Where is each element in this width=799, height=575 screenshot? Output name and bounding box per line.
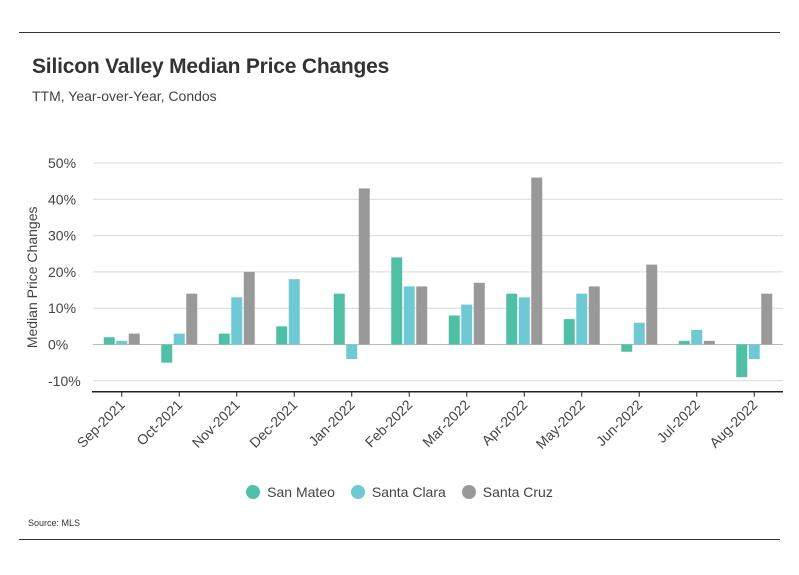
x-tick-label: Aug-2022	[706, 396, 760, 450]
bar	[161, 344, 173, 363]
bar	[448, 315, 460, 345]
x-tick-label: Jul-2022	[654, 396, 703, 445]
bar	[218, 333, 230, 345]
bar	[103, 337, 115, 345]
x-tick-label: Sep-2021	[74, 396, 128, 450]
bar	[391, 257, 403, 345]
bar	[506, 293, 518, 345]
legend-item: Santa Clara	[350, 484, 446, 500]
bar	[646, 264, 658, 345]
bar	[691, 329, 703, 345]
bar	[346, 344, 358, 360]
bar	[416, 286, 428, 345]
bar	[288, 279, 300, 345]
legend-swatch	[246, 485, 261, 499]
source-note: Source: MLS	[28, 518, 81, 528]
x-tick-label: Feb-2022	[362, 396, 416, 450]
bar	[358, 188, 370, 345]
y-tick-label: 0%	[48, 337, 68, 353]
bar	[231, 297, 243, 345]
bar	[703, 340, 715, 345]
x-tick-label: Jun-2022	[593, 396, 646, 449]
bar	[736, 344, 748, 378]
bar	[678, 340, 690, 345]
x-tick-label: Nov-2021	[189, 396, 243, 450]
chart-title: Silicon Valley Median Price Changes	[32, 55, 390, 78]
y-tick-label: 30%	[48, 228, 76, 244]
bar	[563, 319, 575, 345]
x-tick-label: Jan-2022	[305, 396, 358, 449]
x-tick-label: Mar-2022	[419, 396, 473, 450]
bar	[588, 286, 600, 345]
bar	[333, 293, 345, 345]
y-tick-label: 40%	[48, 191, 76, 207]
bar	[748, 344, 760, 360]
legend-swatch	[350, 485, 365, 499]
bar	[576, 293, 588, 345]
x-tick-label: May-2022	[533, 396, 588, 451]
bar	[116, 340, 128, 345]
y-tick-label: 10%	[48, 300, 76, 316]
y-axis-title: Median Price Changes	[24, 207, 40, 349]
bar	[621, 344, 633, 352]
x-tick-label: Dec-2021	[246, 396, 300, 450]
bar	[243, 271, 255, 345]
legend-item: San Mateo	[246, 484, 335, 500]
bar	[276, 326, 288, 345]
bar	[403, 286, 415, 345]
top-rule	[19, 32, 780, 33]
bar	[186, 293, 198, 345]
bar	[518, 297, 530, 345]
x-tick-label: Apr-2022	[478, 396, 530, 448]
y-tick-label: -10%	[48, 373, 81, 389]
chart-subtitle: TTM, Year-over-Year, Condos	[32, 88, 217, 104]
bar	[461, 304, 473, 345]
legend-label: Santa Clara	[371, 484, 446, 500]
chart-legend: San Mateo Santa Clara Santa Cruz	[0, 484, 799, 500]
legend-swatch	[461, 485, 476, 499]
y-tick-label: 50%	[48, 155, 76, 171]
bar	[173, 333, 185, 345]
y-tick-label: 20%	[48, 264, 76, 280]
legend-label: Santa Cruz	[482, 484, 553, 500]
legend-item: Santa Cruz	[461, 484, 553, 500]
bar	[128, 333, 140, 345]
x-tick-label: Oct-2021	[133, 396, 185, 448]
bottom-rule	[19, 539, 780, 540]
legend-label: San Mateo	[267, 484, 335, 500]
bar	[531, 177, 543, 345]
bar	[473, 282, 485, 345]
bar	[761, 293, 773, 345]
bar	[633, 322, 645, 345]
